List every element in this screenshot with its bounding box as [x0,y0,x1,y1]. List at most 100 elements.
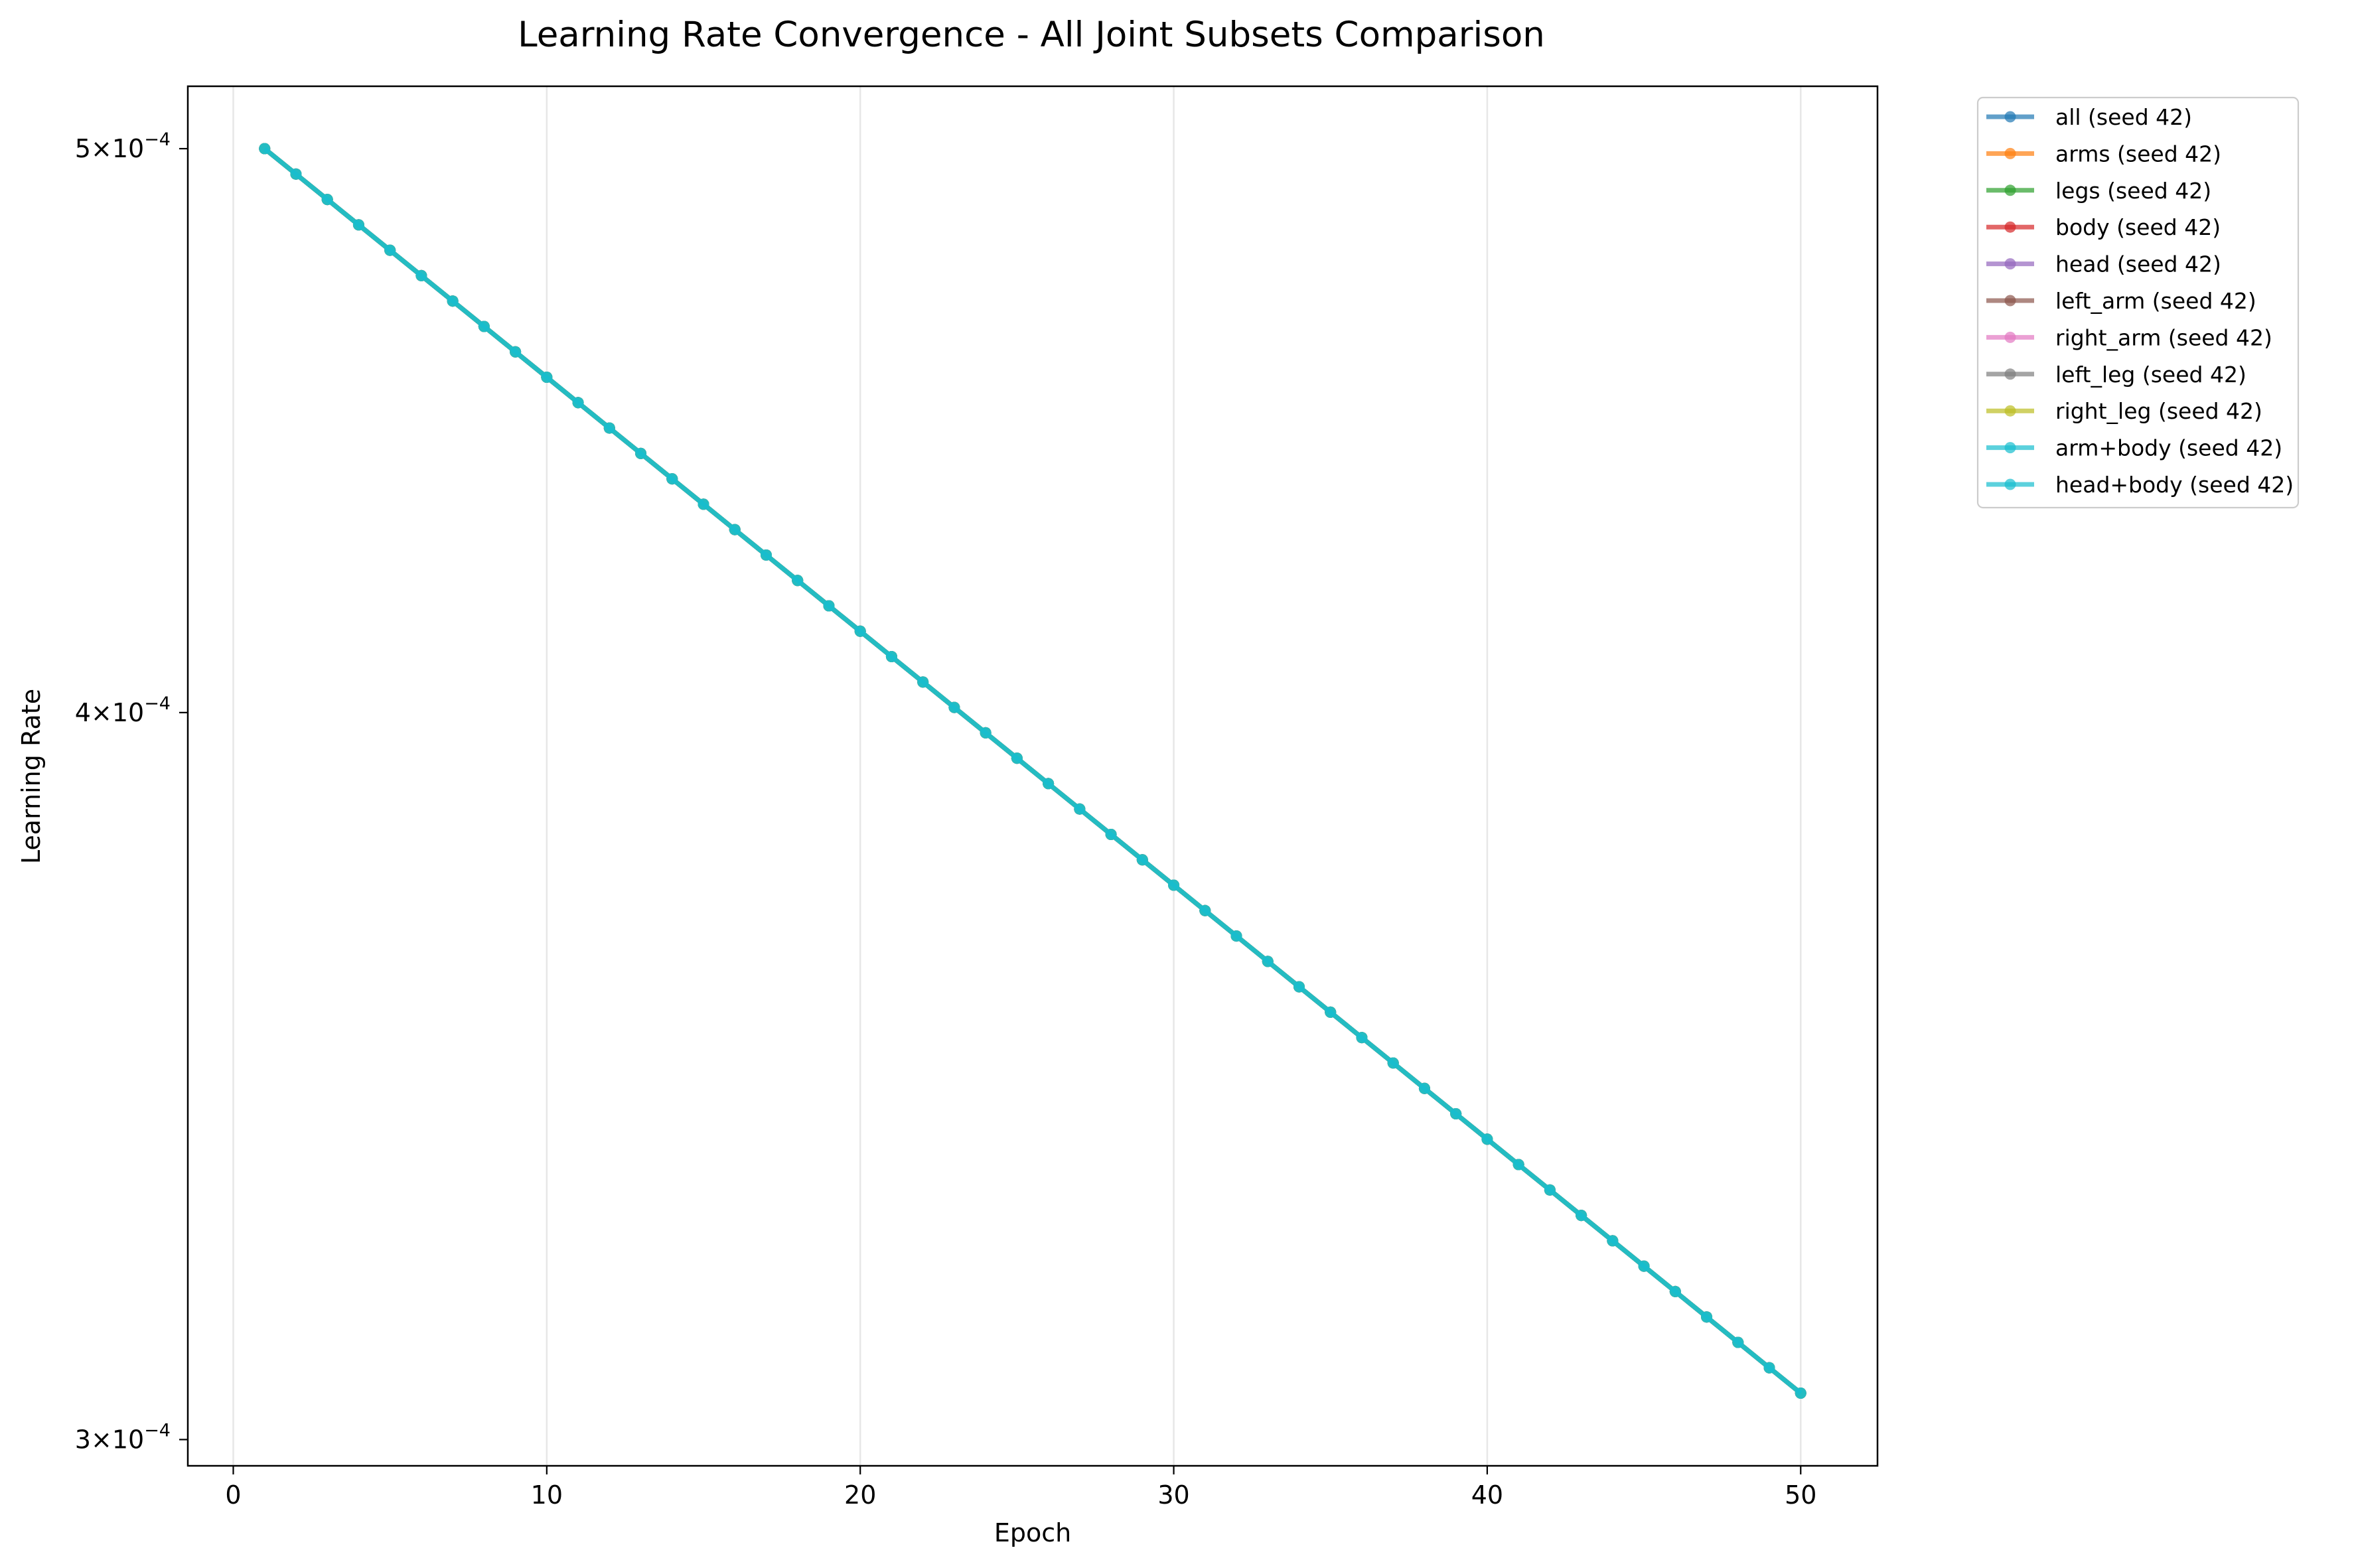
data-point [729,524,741,535]
data-point [510,346,522,358]
data-point [1544,1184,1556,1196]
legend-label: arms (seed 42) [2055,141,2221,167]
x-tick-label: 10 [531,1480,563,1510]
y-tick-exponent: −4 [144,1420,171,1441]
data-point [603,422,615,434]
legend-item: right_arm (seed 42) [1986,324,2272,350]
data-point [1043,778,1055,790]
data-point [259,143,271,155]
x-axis-label: Epoch [994,1518,1071,1547]
legend-label: legs (seed 42) [2055,178,2211,204]
series-line [263,147,1803,1395]
data-point [1136,854,1148,866]
x-tick-label: 40 [1471,1480,1503,1510]
y-tick-label: 5×10−4 [75,129,171,163]
data-point [1293,981,1305,993]
data-point [1763,1362,1775,1374]
data-point [1732,1336,1744,1348]
data-point [666,473,678,485]
data-point [917,676,929,688]
legend-item: head (seed 42) [1986,251,2221,277]
legend: all (seed 42) arms (seed 42) legs (seed 42… [1976,96,2300,509]
data-point [541,372,553,384]
data-point [1262,956,1274,967]
series-layer [259,143,1806,1399]
legend-label: left_arm (seed 42) [2055,288,2256,314]
legend-item: right_leg (seed 42) [1986,398,2262,424]
data-point [698,498,709,510]
legend-item: left_leg (seed 42) [1986,362,2246,388]
data-point [854,625,866,637]
legend-item: head+body (seed 42) [1986,472,2294,498]
legend-marker-swatch [2004,184,2016,196]
data-point [792,575,804,587]
data-point [1638,1260,1650,1272]
data-point [1168,879,1180,891]
legend-marker-swatch [2004,405,2016,417]
legend-item: all (seed 42) [1986,104,2192,130]
y-tick-times: ×10 [91,698,144,727]
data-point [447,295,459,307]
legend-label: left_leg (seed 42) [2055,362,2246,388]
legend-label: head (seed 42) [2055,251,2221,277]
legend-marker-swatch [2004,221,2016,233]
data-point [1387,1057,1399,1069]
data-point [1607,1235,1619,1247]
y-tick-exponent: −4 [144,693,171,714]
legend-marker-swatch [2004,258,2016,270]
data-point [980,727,992,739]
data-point [290,168,302,180]
data-point [1418,1082,1430,1094]
legend-label: right_arm (seed 42) [2055,324,2272,350]
legend-label: right_leg (seed 42) [2055,398,2262,424]
x-tick-label: 30 [1157,1480,1189,1510]
chart-title: Learning Rate Convergence - All Joint Su… [518,15,1545,55]
x-tick-label: 50 [1785,1480,1816,1510]
legend-item: body (seed 42) [1986,214,2221,240]
data-point [1481,1133,1493,1145]
legend-label: head+body (seed 42) [2055,472,2294,498]
series-10 [259,143,1806,1399]
legend-marker-swatch [2004,442,2016,454]
data-point [948,701,960,713]
data-point [321,194,333,206]
y-tick-label: 3×10−4 [75,1420,171,1454]
data-point [760,549,772,561]
data-point [1450,1108,1462,1119]
y-tick-mantissa: 4 [75,698,91,727]
legend-label: all (seed 42) [2055,104,2192,130]
data-point [415,269,427,281]
y-tick-exponent: −4 [144,129,171,150]
data-point [1356,1032,1368,1044]
data-point [1230,930,1242,942]
x-axis-ticks: 0 10 20 30 40 50 [225,1466,1816,1510]
legend-marker-swatch [2004,111,2016,123]
data-point [572,397,584,409]
data-point [1074,803,1086,815]
x-gridlines [232,86,1802,1466]
y-tick-mantissa: 5 [75,134,91,163]
legend-marker-swatch [2004,478,2016,490]
data-point [1512,1159,1524,1171]
data-point [384,244,396,256]
data-point [1105,828,1117,840]
legend-item: left_arm (seed 42) [1986,288,2256,314]
plot-frame [186,85,1879,1467]
y-tick-label: 4×10−4 [75,693,171,727]
data-point [1795,1388,1806,1399]
legend-marker-swatch [2004,147,2016,159]
legend-marker-swatch [2004,295,2016,307]
data-point [352,219,364,231]
legend-item: arms (seed 42) [1986,141,2221,167]
data-point [1325,1006,1337,1018]
legend-marker-swatch [2004,331,2016,343]
x-tick-label: 20 [844,1480,876,1510]
data-point [885,651,897,663]
data-point [635,447,647,459]
data-point [478,321,490,332]
y-tick-times: ×10 [91,134,144,163]
y-tick-times: ×10 [91,1425,144,1454]
y-tick-mantissa: 3 [75,1425,91,1454]
legend-item: legs (seed 42) [1986,178,2211,204]
